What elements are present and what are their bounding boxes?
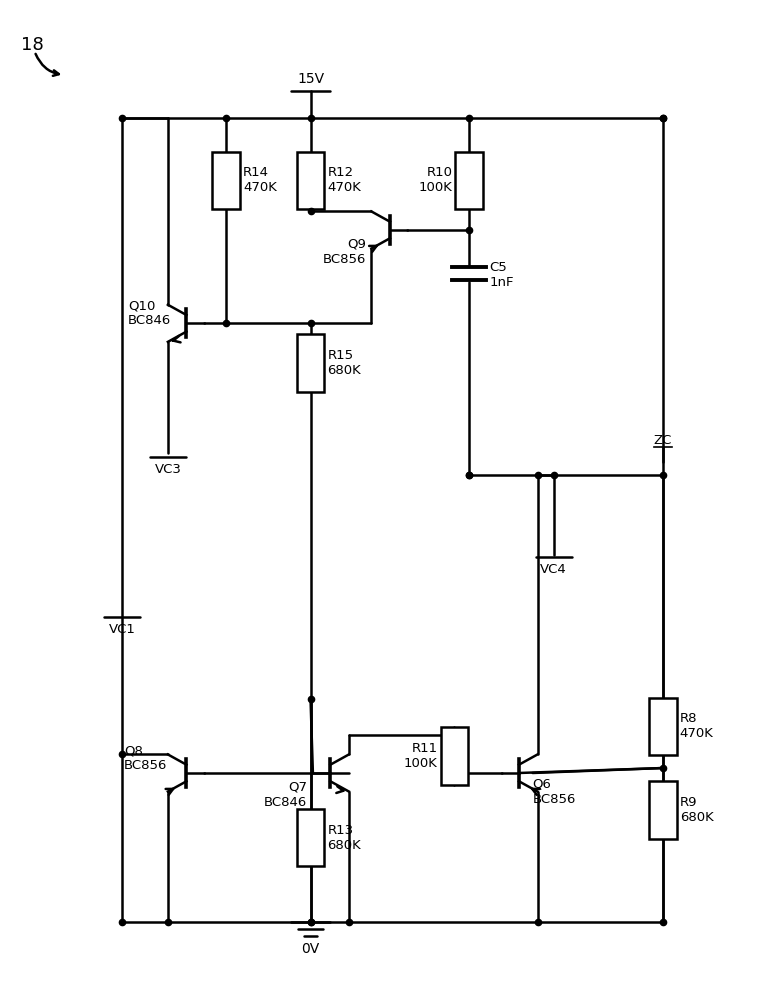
Text: R10
100K: R10 100K bbox=[419, 166, 453, 194]
Text: 0V: 0V bbox=[301, 942, 320, 956]
Text: R15
680K: R15 680K bbox=[327, 349, 361, 377]
Text: VC4: VC4 bbox=[540, 563, 567, 576]
Bar bbox=[212, 152, 240, 209]
Text: 18: 18 bbox=[21, 36, 43, 54]
Bar bbox=[441, 727, 468, 785]
Text: Q7
BC846: Q7 BC846 bbox=[263, 781, 307, 809]
Text: R14
470K: R14 470K bbox=[243, 166, 277, 194]
Text: 15V: 15V bbox=[297, 72, 324, 86]
Text: VC1: VC1 bbox=[109, 623, 135, 636]
Text: C5: C5 bbox=[489, 261, 507, 274]
Text: Q9
BC856: Q9 BC856 bbox=[323, 238, 366, 266]
Text: R9
680K: R9 680K bbox=[680, 796, 714, 824]
Text: VC3: VC3 bbox=[154, 463, 181, 476]
Text: Q10
BC846: Q10 BC846 bbox=[128, 299, 171, 327]
Text: R8
470K: R8 470K bbox=[680, 712, 714, 740]
Bar bbox=[649, 698, 677, 755]
Text: Q6
BC856: Q6 BC856 bbox=[533, 778, 576, 806]
Bar bbox=[297, 334, 324, 392]
Text: R11
100K: R11 100K bbox=[403, 742, 438, 770]
Bar bbox=[455, 152, 483, 209]
Bar bbox=[649, 781, 677, 839]
Text: R12
470K: R12 470K bbox=[327, 166, 361, 194]
Bar bbox=[297, 152, 324, 209]
Text: R13
680K: R13 680K bbox=[327, 824, 361, 852]
Text: 1nF: 1nF bbox=[489, 276, 514, 289]
Bar bbox=[297, 809, 324, 866]
Text: Q8
BC856: Q8 BC856 bbox=[124, 744, 167, 772]
Text: ZC: ZC bbox=[654, 434, 672, 447]
